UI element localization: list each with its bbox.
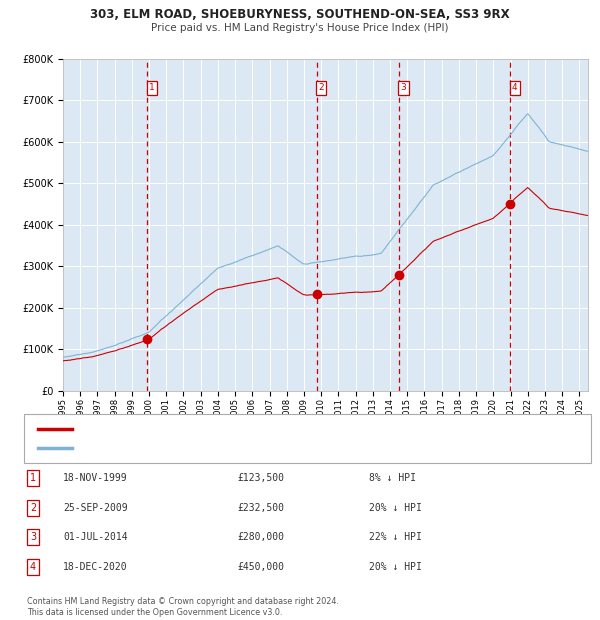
Text: Contains HM Land Registry data © Crown copyright and database right 2024.
This d: Contains HM Land Registry data © Crown c… [27,598,339,617]
Text: 8% ↓ HPI: 8% ↓ HPI [369,473,416,483]
Text: £450,000: £450,000 [237,562,284,572]
Text: 3: 3 [401,84,406,92]
Text: 22% ↓ HPI: 22% ↓ HPI [369,532,422,542]
Text: 20% ↓ HPI: 20% ↓ HPI [369,503,422,513]
Text: 01-JUL-2014: 01-JUL-2014 [63,532,128,542]
Text: 25-SEP-2009: 25-SEP-2009 [63,503,128,513]
Text: 303, ELM ROAD, SHOEBURYNESS, SOUTHEND-ON-SEA, SS3 9RX: 303, ELM ROAD, SHOEBURYNESS, SOUTHEND-ON… [90,8,510,21]
Text: 2: 2 [30,503,36,513]
Text: £280,000: £280,000 [237,532,284,542]
Text: 4: 4 [512,84,518,92]
Text: 4: 4 [30,562,36,572]
Text: 1: 1 [30,473,36,483]
Text: 18-DEC-2020: 18-DEC-2020 [63,562,128,572]
Text: 20% ↓ HPI: 20% ↓ HPI [369,562,422,572]
Text: 1: 1 [149,84,155,92]
Text: £232,500: £232,500 [237,503,284,513]
Text: 3: 3 [30,532,36,542]
Text: 2: 2 [319,84,324,92]
Text: 18-NOV-1999: 18-NOV-1999 [63,473,128,483]
Text: £123,500: £123,500 [237,473,284,483]
Text: Price paid vs. HM Land Registry's House Price Index (HPI): Price paid vs. HM Land Registry's House … [151,23,449,33]
Text: HPI: Average price, detached house, Southend-on-Sea: HPI: Average price, detached house, Sout… [78,443,315,453]
Text: 303, ELM ROAD, SHOEBURYNESS, SOUTHEND-ON-SEA, SS3 9RX (detached house): 303, ELM ROAD, SHOEBURYNESS, SOUTHEND-ON… [78,424,437,433]
